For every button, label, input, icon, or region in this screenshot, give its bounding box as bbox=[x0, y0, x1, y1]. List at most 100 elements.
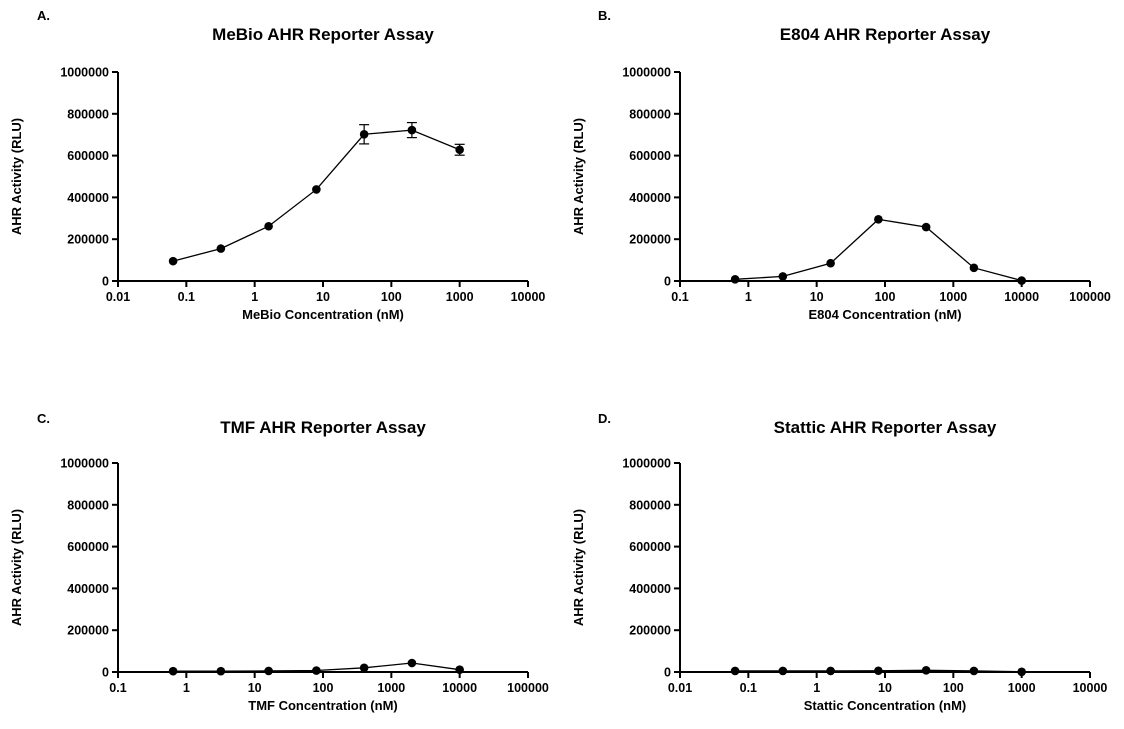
x-tick-label: 1 bbox=[813, 681, 820, 695]
x-tick-label: 1000 bbox=[1008, 681, 1036, 695]
chart-panel-1: A. MeBio AHR Reporter Assay 0.01 0.1 1 10 100 1… bbox=[9, 8, 545, 322]
data-point bbox=[826, 258, 835, 268]
x-tick-label: 1 bbox=[183, 681, 190, 695]
y-tick-label: 200000 bbox=[67, 233, 109, 247]
data-point bbox=[359, 663, 369, 673]
y-tick-label: 0 bbox=[664, 275, 671, 289]
x-tick-label: 100 bbox=[381, 290, 402, 304]
data-point bbox=[168, 666, 178, 676]
chart-panel-4: D. Stattic AHR Reporter Assay 0.01 0.1 1 10 10… bbox=[571, 411, 1107, 713]
x-tick-label: 1000 bbox=[939, 290, 967, 304]
x-tick-label: 1000 bbox=[377, 681, 405, 695]
y-tick-label: 1000000 bbox=[622, 457, 671, 471]
data-point bbox=[1017, 667, 1026, 677]
x-tick-label: 100 bbox=[943, 681, 964, 695]
y-tick-label: 0 bbox=[102, 275, 109, 289]
x-tick-label: 0.1 bbox=[671, 290, 688, 304]
y-tick-label: 600000 bbox=[629, 149, 671, 163]
x-tick-label: 10000 bbox=[1004, 290, 1039, 304]
data-point bbox=[921, 666, 931, 675]
data-point bbox=[407, 658, 417, 668]
x-tick-label: 1 bbox=[251, 290, 258, 304]
y-tick-label: 200000 bbox=[629, 233, 671, 247]
data-point bbox=[1017, 276, 1026, 285]
x-axis-label: TMF Concentration (nM) bbox=[248, 698, 397, 713]
data-point bbox=[969, 263, 979, 273]
x-tick-label: 0.1 bbox=[740, 681, 757, 695]
y-tick-label: 0 bbox=[664, 666, 671, 680]
data-point bbox=[455, 145, 464, 155]
data-point bbox=[921, 222, 931, 232]
x-tick-label: 10 bbox=[810, 290, 824, 304]
y-axis-label: AHR Activity (RLU) bbox=[9, 509, 24, 626]
y-tick-label: 800000 bbox=[67, 498, 109, 512]
data-point bbox=[312, 185, 321, 194]
x-tick-label: 10 bbox=[248, 681, 262, 695]
data-point bbox=[264, 221, 273, 231]
y-tick-label: 600000 bbox=[67, 149, 109, 163]
y-tick-label: 600000 bbox=[67, 540, 109, 554]
y-tick-label: 400000 bbox=[67, 191, 109, 205]
x-tick-label: 10 bbox=[878, 681, 892, 695]
x-tick-label: 0.01 bbox=[106, 290, 130, 304]
y-tick-label: 600000 bbox=[629, 540, 671, 554]
data-point bbox=[216, 244, 226, 253]
chart-title: TMF AHR Reporter Assay bbox=[220, 418, 426, 437]
y-tick-label: 800000 bbox=[629, 107, 671, 121]
x-tick-label: 0.01 bbox=[668, 681, 692, 695]
y-tick-label: 400000 bbox=[67, 582, 109, 596]
y-tick-label: 800000 bbox=[629, 498, 671, 512]
y-axis-label: AHR Activity (RLU) bbox=[9, 118, 24, 235]
data-point bbox=[455, 665, 464, 675]
panel-label: D. bbox=[598, 411, 611, 426]
data-point bbox=[730, 275, 740, 284]
chart-panel-3: C. TMF AHR Reporter Assay 0.1 1 10 100 1000 100… bbox=[9, 411, 549, 713]
x-tick-label: 1 bbox=[745, 290, 752, 304]
panel-label: A. bbox=[37, 8, 50, 23]
x-axis-label: Stattic Concentration (nM) bbox=[804, 698, 967, 713]
data-point bbox=[730, 666, 740, 676]
y-tick-label: 400000 bbox=[629, 582, 671, 596]
x-tick-label: 0.1 bbox=[109, 681, 126, 695]
chart-title: Stattic AHR Reporter Assay bbox=[774, 418, 997, 437]
data-point bbox=[216, 666, 226, 676]
data-point bbox=[407, 125, 417, 135]
series-line bbox=[735, 218, 1022, 282]
data-point bbox=[778, 666, 788, 676]
series-line bbox=[172, 129, 460, 262]
x-tick-label: 1000 bbox=[446, 290, 474, 304]
y-tick-label: 200000 bbox=[629, 624, 671, 638]
y-tick-label: 1000000 bbox=[60, 457, 109, 471]
x-axis-label: MeBio Concentration (nM) bbox=[242, 307, 404, 322]
chart-title: MeBio AHR Reporter Assay bbox=[212, 25, 434, 44]
panel-label: B. bbox=[598, 8, 611, 23]
chart-title: E804 AHR Reporter Assay bbox=[780, 25, 991, 44]
y-tick-label: 800000 bbox=[67, 107, 109, 121]
x-tick-label: 0.1 bbox=[178, 290, 195, 304]
data-point bbox=[874, 666, 883, 676]
data-point bbox=[264, 666, 273, 676]
x-tick-label: 10000 bbox=[442, 681, 477, 695]
y-tick-label: 1000000 bbox=[60, 66, 109, 80]
chart-panel-2: B. E804 AHR Reporter Assay 0.1 1 10 100 1000 10… bbox=[571, 8, 1111, 322]
y-tick-label: 400000 bbox=[629, 191, 671, 205]
x-tick-label: 100000 bbox=[1069, 290, 1111, 304]
data-point bbox=[874, 215, 883, 224]
x-tick-label: 100 bbox=[875, 290, 896, 304]
data-point bbox=[168, 256, 178, 266]
y-axis-label: AHR Activity (RLU) bbox=[571, 509, 586, 626]
x-tick-label: 100 bbox=[313, 681, 334, 695]
y-tick-label: 1000000 bbox=[622, 66, 671, 80]
data-point bbox=[969, 666, 979, 676]
data-point bbox=[312, 666, 321, 675]
x-tick-label: 100000 bbox=[507, 681, 549, 695]
panel-label: C. bbox=[37, 411, 50, 426]
x-tick-label: 10 bbox=[316, 290, 330, 304]
x-axis-label: E804 Concentration (nM) bbox=[808, 307, 961, 322]
x-tick-label: 10000 bbox=[1073, 681, 1108, 695]
y-tick-label: 0 bbox=[102, 666, 109, 680]
data-point bbox=[826, 666, 835, 676]
y-tick-label: 200000 bbox=[67, 624, 109, 638]
data-point bbox=[778, 272, 788, 281]
